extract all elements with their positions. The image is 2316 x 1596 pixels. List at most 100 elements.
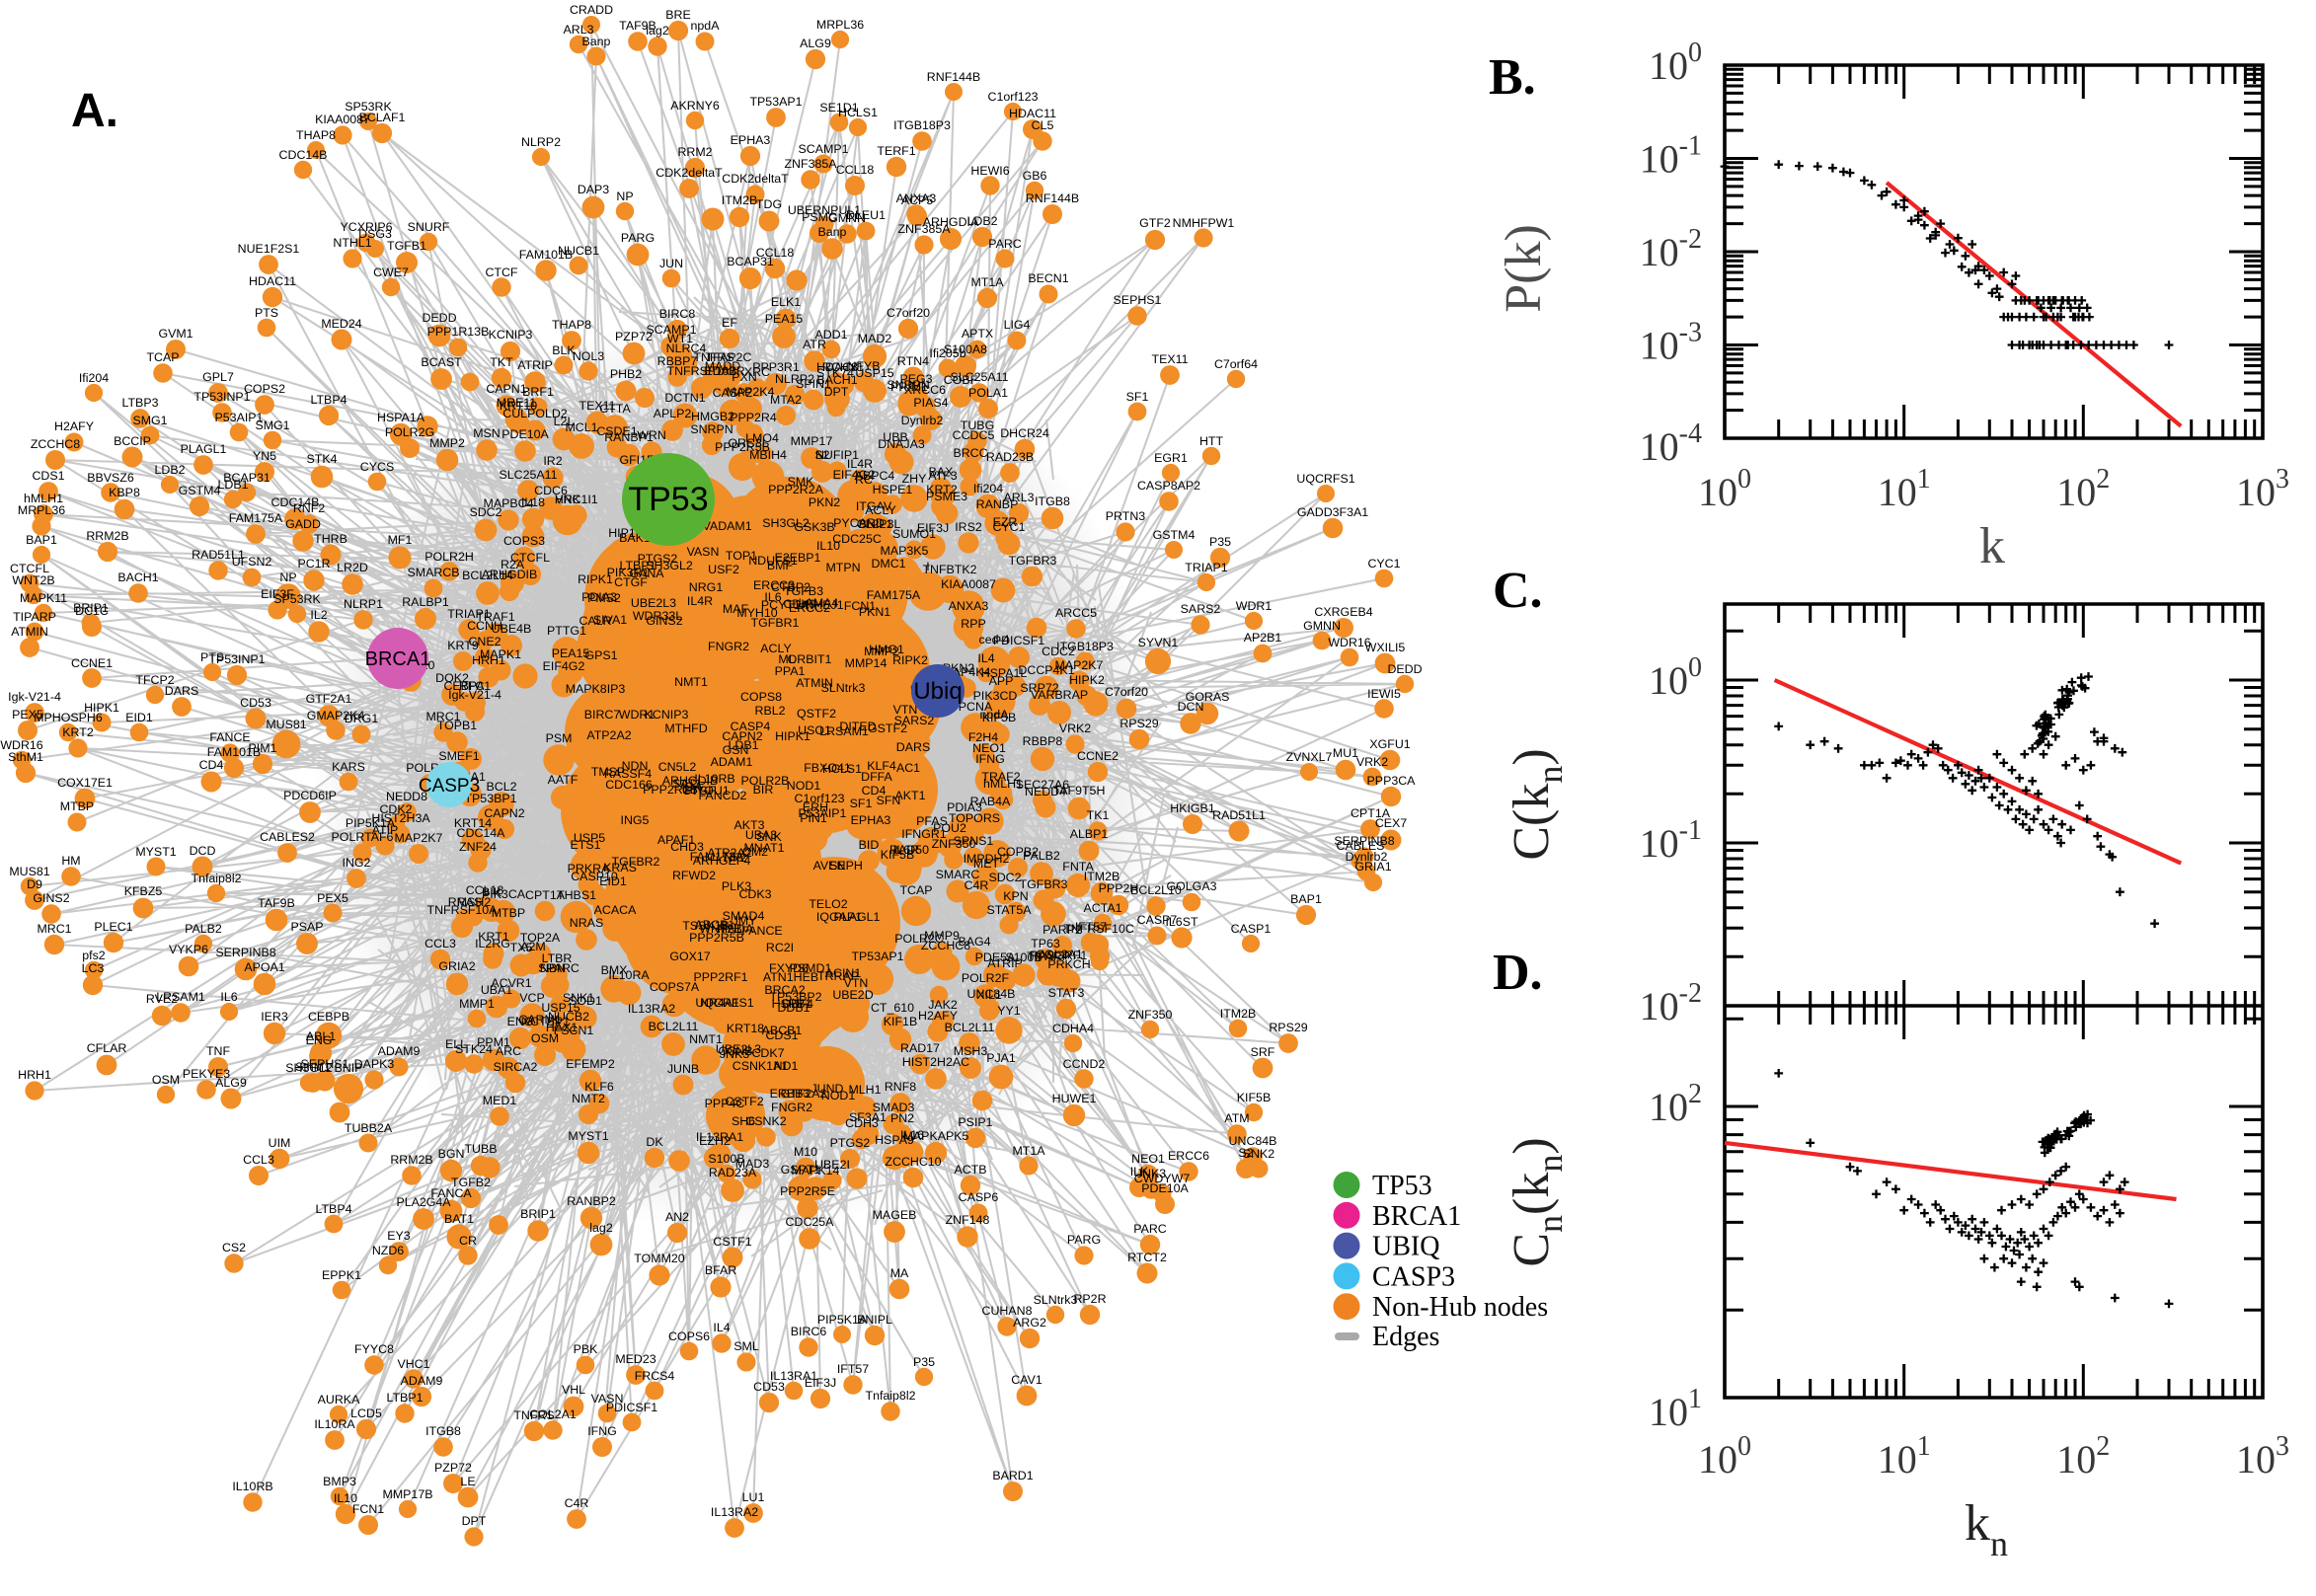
svg-text:RANBP2: RANBP2 — [567, 1194, 616, 1208]
svg-text:F2H4: F2H4 — [968, 730, 998, 744]
svg-text:MAF: MAF — [723, 602, 749, 616]
svg-text:Ifi204: Ifi204 — [973, 482, 1003, 495]
svg-text:PDICSF1: PDICSF1 — [993, 634, 1044, 647]
svg-text:RPS29: RPS29 — [1119, 717, 1158, 730]
svg-text:hMLH1: hMLH1 — [983, 777, 1023, 791]
svg-text:SRF: SRF — [1251, 1045, 1275, 1059]
svg-text:C4R: C4R — [965, 878, 989, 892]
svg-text:NMT1: NMT1 — [689, 1032, 723, 1046]
svg-text:C7orf20: C7orf20 — [887, 306, 930, 320]
svg-text:APOA1: APOA1 — [244, 960, 284, 974]
svg-text:ANXA3: ANXA3 — [949, 599, 989, 613]
svg-text:KARS: KARS — [332, 760, 365, 774]
svg-text:HRK: HRK — [555, 493, 581, 506]
svg-text:CTTA: CTTA — [599, 402, 631, 416]
svg-text:SEPHS1: SEPHS1 — [301, 1057, 349, 1071]
svg-text:TUBG: TUBG — [961, 418, 994, 432]
svg-text:BAG4: BAG4 — [958, 935, 990, 949]
svg-text:GRIA1: GRIA1 — [1354, 860, 1391, 874]
svg-text:HRH1: HRH1 — [18, 1068, 51, 1082]
svg-text:KRT14: KRT14 — [454, 816, 492, 830]
svg-text:THAP8: THAP8 — [296, 128, 336, 142]
svg-text:CABLES2: CABLES2 — [260, 830, 315, 844]
svg-text:NLRP1: NLRP1 — [344, 597, 383, 611]
svg-text:IER3: IER3 — [261, 1010, 288, 1024]
svg-text:SF1: SF1 — [850, 797, 873, 810]
svg-text:GSTM4: GSTM4 — [1153, 528, 1196, 542]
svg-text:FRCS4: FRCS4 — [635, 1369, 675, 1383]
svg-text:COPS2: COPS2 — [244, 382, 285, 396]
svg-text:DCCP4K1: DCCP4K1 — [1018, 663, 1074, 677]
svg-text:CD4: CD4 — [199, 758, 224, 772]
svg-text:PDICSF1: PDICSF1 — [606, 1401, 657, 1414]
svg-text:KIF5B: KIF5B — [982, 711, 1016, 724]
svg-text:UBE2D: UBE2D — [832, 988, 873, 1002]
svg-text:KRT2: KRT2 — [926, 483, 958, 496]
svg-text:UNC84B: UNC84B — [967, 987, 1016, 1001]
svg-text:EIF3F: EIF3F — [261, 587, 294, 601]
svg-text:LTBP1: LTBP1 — [620, 559, 656, 572]
svg-text:MTA2: MTA2 — [770, 393, 802, 407]
svg-text:TNFRSF10C: TNFRSF10C — [1063, 922, 1134, 936]
svg-text:BCAP31: BCAP31 — [223, 471, 270, 485]
svg-text:ADD1: ADD1 — [814, 328, 847, 342]
svg-text:UIM: UIM — [269, 1136, 291, 1150]
svg-text:VARBRAP: VARBRAP — [1031, 688, 1088, 702]
svg-text:BCL2: BCL2 — [487, 780, 517, 794]
svg-text:CM2: CM2 — [742, 845, 768, 859]
svg-text:FBXO41: FBXO41 — [804, 761, 851, 775]
svg-text:RBBP7: RBBP7 — [657, 354, 698, 368]
svg-text:PSME3: PSME3 — [926, 490, 967, 503]
svg-text:CASP4: CASP4 — [731, 720, 771, 733]
svg-text:PPP3CA: PPP3CA — [1367, 774, 1417, 788]
svg-text:STAT5A: STAT5A — [987, 903, 1033, 917]
svg-text:GPS1: GPS1 — [584, 648, 617, 662]
svg-text:LMO4: LMO4 — [745, 431, 779, 445]
svg-text:APTX: APTX — [962, 327, 993, 341]
svg-text:HTT: HTT — [1199, 434, 1224, 448]
svg-text:GOX17: GOX17 — [669, 950, 710, 963]
svg-text:SOD1: SOD1 — [569, 994, 602, 1008]
svg-text:SMAD4: SMAD4 — [723, 909, 765, 923]
svg-text:IFNG: IFNG — [975, 752, 1005, 766]
svg-text:SCAMP1: SCAMP1 — [799, 142, 849, 156]
svg-text:PYCARD: PYCARD — [833, 516, 885, 530]
svg-text:lag2: lag2 — [646, 24, 669, 38]
svg-text:SUMO1: SUMO1 — [892, 527, 936, 541]
svg-text:JAK2: JAK2 — [928, 998, 958, 1012]
svg-text:HDAC11: HDAC11 — [249, 274, 296, 288]
svg-text:LR2D: LR2D — [337, 561, 368, 574]
svg-text:ABCB1: ABCB1 — [695, 918, 735, 932]
svg-text:EF: EF — [722, 316, 737, 330]
svg-text:Dynlrb2: Dynlrb2 — [1346, 850, 1388, 864]
svg-text:POLR2G: POLR2G — [385, 425, 434, 439]
svg-text:ITGAV: ITGAV — [856, 499, 892, 513]
svg-text:LDB1: LDB1 — [218, 478, 249, 492]
svg-text:DPT: DPT — [462, 1514, 487, 1528]
svg-text:NLRC4: NLRC4 — [666, 342, 707, 355]
svg-text:DARS: DARS — [896, 740, 930, 754]
svg-text:NDUFS1: NDUFS1 — [748, 554, 798, 568]
svg-text:MAPKAPK5: MAPKAPK5 — [903, 1129, 969, 1143]
svg-text:TNFRS: TNFRS — [693, 350, 733, 364]
svg-text:PALB2: PALB2 — [185, 922, 222, 936]
svg-text:CTGF: CTGF — [682, 784, 716, 798]
svg-text:WDR16: WDR16 — [0, 738, 42, 752]
svg-text:IFT57: IFT57 — [837, 1362, 869, 1376]
svg-text:CCNB: CCNB — [718, 1044, 752, 1058]
svg-text:TIPARP: TIPARP — [1027, 950, 1070, 963]
svg-text:TOMM20: TOMM20 — [634, 1252, 685, 1265]
svg-text:SH3GL2: SH3GL2 — [762, 516, 810, 530]
svg-text:I: I — [926, 560, 929, 573]
svg-text:PN2: PN2 — [890, 1111, 914, 1125]
svg-text:ZHY: ZHY — [902, 472, 927, 486]
svg-text:APAF1: APAF1 — [657, 833, 695, 847]
svg-text:YCXRIP6: YCXRIP6 — [340, 220, 392, 234]
svg-text:NMT2: NMT2 — [572, 1092, 605, 1105]
svg-text:RNF2: RNF2 — [293, 501, 325, 515]
svg-text:TRIAP1: TRIAP1 — [1185, 561, 1227, 574]
svg-text:KRT1: KRT1 — [478, 930, 509, 944]
svg-text:VHL: VHL — [562, 1383, 585, 1397]
svg-text:CYC1: CYC1 — [992, 520, 1025, 534]
svg-text:PARG: PARG — [621, 231, 655, 245]
